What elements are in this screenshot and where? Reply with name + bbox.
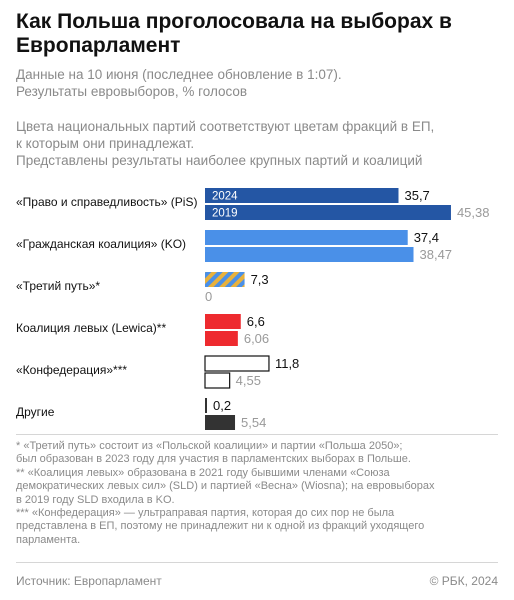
value-label-2019: 4,55: [236, 373, 261, 388]
category-label: «Третий путь»*: [16, 279, 100, 293]
bar-2019: [205, 331, 238, 346]
value-label-2024: 6,6: [247, 314, 265, 329]
footnote-line: ** «Коалиция левых» образована в 2021 го…: [16, 466, 390, 479]
value-label-2019: 38,47: [420, 247, 453, 262]
bar-2019: [205, 415, 236, 430]
footnote-line: * «Третий путь» состоит из «Польской коа…: [16, 440, 403, 452]
category-label: «Право и справедливость» (PiS): [16, 195, 197, 209]
footnote-line: демократических левых сил» (SLD) и парти…: [16, 480, 435, 493]
category-label: «Гражданская коалиция» (KO): [16, 237, 186, 251]
value-label-2019: 6,06: [244, 331, 269, 346]
subtitle-line-1: Данные на 10 июня (последнее обновление …: [16, 67, 342, 82]
bar-2024: [205, 188, 399, 203]
bar-2024: [204, 355, 270, 372]
value-label-2024: 35,7: [404, 188, 429, 203]
bar-2024: [205, 314, 241, 329]
subtitle-line-2: Результаты евровыборов, % голосов: [16, 84, 248, 99]
bar-2019: [205, 247, 414, 262]
bar-2024: [205, 230, 408, 245]
legend-2024: 2024: [212, 191, 238, 203]
value-label-2019: 0: [205, 289, 212, 304]
value-label-2019: 5,54: [241, 415, 266, 430]
bar-2019: [204, 372, 231, 389]
footnote-line: был образован в 2023 году для участия в …: [16, 453, 411, 466]
bar-2019: [205, 205, 451, 220]
chart-title: Как Польша проголосовала на выборах в Ев…: [16, 10, 452, 57]
category-label: Другие: [16, 405, 55, 419]
value-label-2024: 7,3: [251, 272, 269, 287]
copyright-label: © РБК, 2024: [429, 574, 498, 588]
value-label-2024: 0,2: [213, 398, 231, 413]
note-line-3: Представлены результаты наиболее крупных…: [16, 153, 423, 168]
separator-top: [16, 434, 498, 435]
value-label-2019: 45,38: [457, 205, 490, 220]
note-line-1: Цвета национальных партий соответствуют …: [16, 119, 435, 134]
category-label: Коалиция левых (Lewica)**: [16, 321, 166, 335]
bar-2024: [205, 272, 245, 287]
legend-2019: 2019: [212, 208, 238, 220]
source-label: Источник: Европарламент: [16, 574, 162, 588]
separator-bottom: [16, 562, 498, 563]
footnote-line: представлена в ЕП, поэтому не принадлежи…: [16, 520, 425, 533]
footnote-line: в 2019 году SLD входила в KO.: [16, 493, 175, 506]
note-line-2: к которым они принадлежат.: [16, 136, 195, 151]
bar-chart: «Право и справедливость» (PiS) 35,7 45,38 2…: [16, 188, 490, 430]
category-label: «Конфедерация»***: [16, 363, 127, 377]
value-label-2024: 11,8: [275, 356, 299, 371]
bar-2024: [205, 398, 207, 413]
footnote-line: парламента.: [16, 533, 81, 546]
footnotes: * «Третий путь» состоит из «Польской коа…: [16, 440, 502, 547]
footnote-line: *** «Конфедерация» — ультраправая партия…: [16, 507, 395, 520]
value-label-2024: 37,4: [414, 230, 439, 245]
